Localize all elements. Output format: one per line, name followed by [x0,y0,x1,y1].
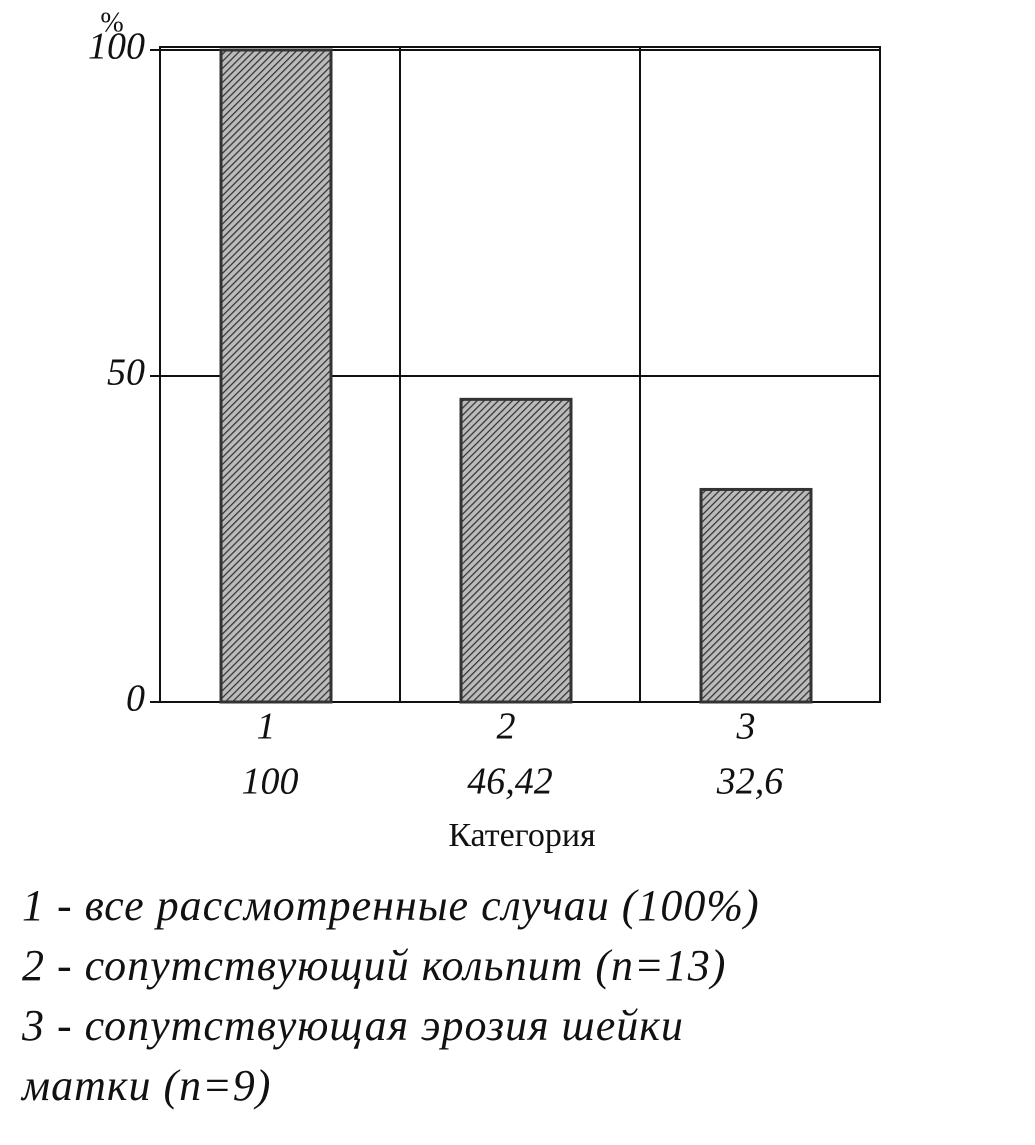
note-line: 2 - сопутствующий кольпит (n=13) [22,941,726,990]
x-axis-label: Категория [448,817,596,854]
note-line: 1 - все рассмотренные случаи (100%) [22,881,760,930]
x-tick-label: 3 [736,706,756,748]
bar [459,397,573,704]
bar [219,48,333,704]
value-label: 32,6 [716,761,784,803]
bar [699,487,813,704]
y-tick-label: 50 [107,352,145,394]
x-tick-label: 2 [497,706,516,748]
value-label: 46,42 [467,761,553,803]
value-label: 100 [242,761,299,803]
y-tick-label: 100 [88,26,145,68]
y-axis-label: % [100,7,123,38]
note-line: 3 - сопутствующая эрозия шейки [21,1001,684,1050]
note-line: матки (n=9) [20,1061,271,1110]
x-tick-label: 1 [257,706,276,748]
y-tick-label: 0 [126,678,145,720]
